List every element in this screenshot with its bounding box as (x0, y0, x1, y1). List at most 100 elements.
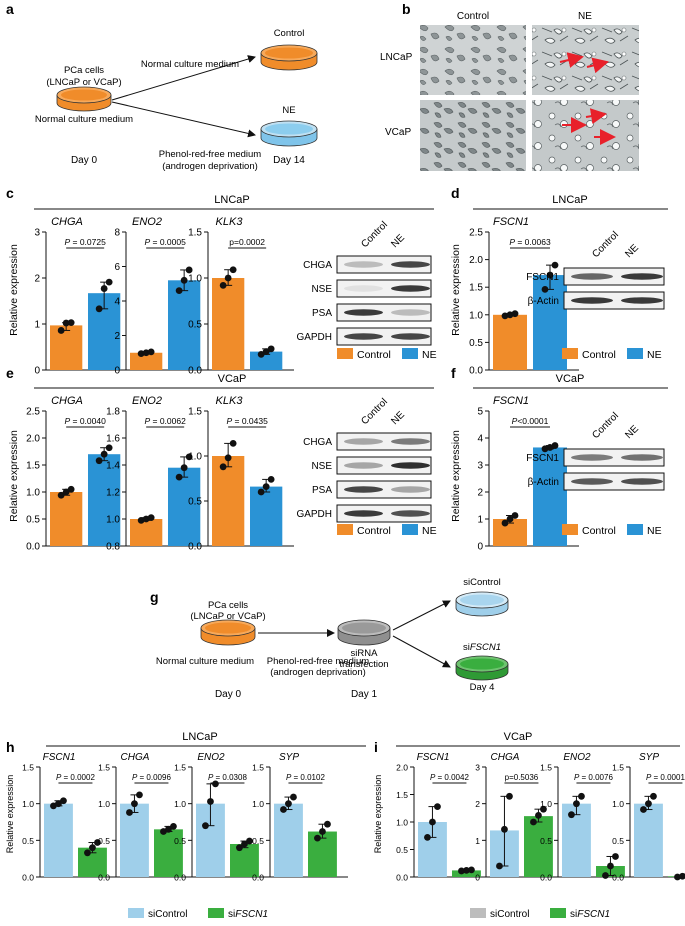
legend-label-control: Control (582, 349, 616, 361)
y-tick-label: 0.5 (612, 836, 624, 846)
p-value-label: P = 0.0102 (286, 773, 325, 782)
y-tick-label: 0.0 (26, 542, 40, 553)
red-arrow-icon (559, 52, 584, 68)
blot-band (391, 510, 430, 517)
panel-a-schematic: PCa cells (LNCaP or VCaP) Normal culture… (35, 28, 318, 172)
y-tick-label: 2.0 (26, 434, 40, 445)
panel-letter-e: e (6, 365, 14, 381)
panel-a-top-arrow-label: Normal culture medium (141, 59, 239, 70)
panel-i-group-label: VCaP (504, 731, 533, 743)
y-tick-label: 3 (477, 461, 483, 472)
data-point (180, 464, 188, 472)
data-point (280, 806, 287, 813)
y-axis-title-c: Relative expression (8, 244, 20, 336)
blot-row-label: PSA (312, 308, 332, 319)
red-arrow-icon (586, 57, 609, 74)
y-axis-title-h: Relative expression (5, 775, 15, 854)
y-tick-label: 0.0 (252, 873, 264, 883)
panel-g-day1: Day 1 (351, 689, 378, 700)
y-tick-label: 2 (477, 488, 483, 499)
chart-gene-title: CHGA (51, 216, 83, 228)
group-headers: LNCaP LNCaP VCaP VCaP LNCaP VCaP (34, 194, 680, 747)
chart-e-chga: CHGA 0.0 0.5 1.0 1.5 2.0 2.5 P = 0.0040 (26, 395, 132, 553)
chart-i-fscn1: FSCN1 0.0 0.5 1.0 1.5 2.0 P = 0.0042 (396, 752, 492, 883)
data-point (607, 862, 614, 870)
panel-a-day0: Day 0 (71, 155, 98, 166)
data-point (650, 792, 657, 800)
arrow-to-sicontrol (392, 600, 451, 631)
panel-g-dish-sicontrol-label: siControl (463, 577, 501, 588)
blot-strip (336, 432, 432, 451)
p-value-label: P = 0.0040 (64, 416, 106, 426)
data-point (136, 791, 143, 799)
chart-f-fscn1: FSCN1 0 1 2 3 4 5 P<0.0001 (477, 395, 579, 553)
panel-a-dish-ne-label: NE (282, 105, 295, 116)
legend-d: Control NE (562, 348, 662, 361)
panel-a-cells-line2: (LNCaP or VCaP) (46, 77, 121, 88)
blot-band (344, 438, 383, 445)
y-tick-label: 0.5 (22, 836, 34, 846)
chart-c-eno2: ENO2 0 2 4 6 8 P = 0.0005 (114, 216, 212, 377)
blot-strip (336, 327, 432, 346)
chart-gene-title: KLK3 (216, 395, 244, 407)
y-tick-label: 1.5 (98, 763, 110, 773)
y-tick-label: 0.5 (252, 836, 264, 846)
data-point (468, 866, 475, 874)
data-point (246, 837, 253, 845)
y-tick-label: 1.0 (396, 818, 408, 828)
y-tick-label: 1.0 (106, 515, 120, 526)
data-point (60, 797, 67, 805)
p-value-label: P = 0.0435 (226, 416, 268, 426)
data-point (147, 348, 155, 356)
y-tick-label: 1.0 (612, 799, 624, 809)
legend-label-sifscn1: siFSCN1 (228, 909, 268, 920)
panel-letter-i: i (374, 739, 378, 755)
data-point (137, 350, 145, 358)
p-value-label: P = 0.0076 (574, 773, 613, 782)
bar-control (212, 456, 245, 546)
legend-label-ne: NE (647, 349, 662, 361)
panel-letter-f: f (451, 365, 456, 381)
data-point (551, 442, 559, 449)
bar-sifscn1 (230, 844, 259, 877)
data-point (185, 453, 193, 461)
panel-b-micrographs: Control NE LNCaP VCaP (380, 11, 639, 171)
y-tick-label: 0 (477, 542, 483, 553)
blot-band (571, 478, 613, 485)
panel-letter-h: h (6, 739, 15, 755)
y-tick-label: 0.5 (396, 845, 408, 855)
blot-band (344, 462, 383, 469)
bar-sicontrol (634, 803, 663, 877)
micrograph-vcap-ne (532, 100, 639, 171)
y-tick-label: 4 (114, 297, 120, 308)
data-point (541, 286, 549, 293)
data-point (267, 476, 275, 483)
data-point (180, 276, 188, 284)
y-tick-label: 1.2 (106, 488, 120, 499)
bar-ne (250, 351, 283, 370)
legend-swatch-control (337, 348, 353, 359)
bar-control (130, 519, 163, 546)
blot-row-label: β-Actin (528, 477, 559, 488)
blot-strip (336, 303, 432, 322)
dish-start-icon (200, 619, 256, 646)
panel-letter-b: b (402, 1, 411, 17)
arrow-to-control (111, 55, 256, 101)
y-tick-label: 1.0 (188, 452, 202, 463)
data-point (95, 305, 103, 313)
blot-lane-label: Control (359, 397, 390, 428)
y-tick-label: 2.0 (396, 763, 408, 773)
panel-g-schematic: PCa cells (LNCaP or VCaP) Normal culture… (156, 577, 509, 700)
data-point (67, 485, 75, 493)
blot-strip (563, 472, 665, 491)
panel-a-day14: Day 14 (273, 155, 305, 166)
y-tick-label: 1.0 (26, 488, 40, 499)
blot-strip (336, 504, 432, 523)
panel-d-group-label: LNCaP (552, 194, 587, 206)
y-tick-label: 1 (34, 320, 40, 331)
chart-gene-title: CHGA (51, 395, 83, 407)
arrow-to-sifscn1 (392, 635, 451, 668)
y-tick-label: 1.5 (396, 790, 408, 800)
data-point (612, 853, 619, 860)
panel-h-group-label: LNCaP (182, 731, 217, 743)
